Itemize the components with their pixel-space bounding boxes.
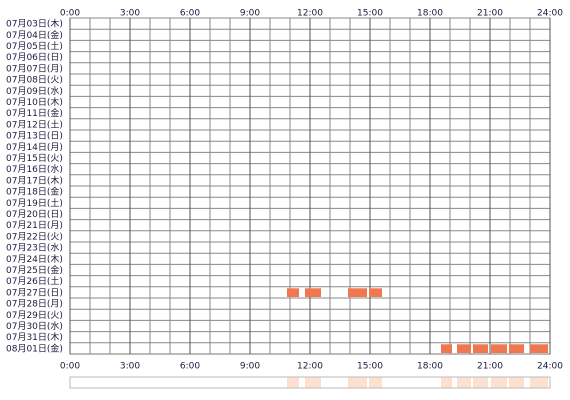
x-tick-label: 21:00 [477,9,503,19]
row-label: 07月29日(火) [6,310,63,321]
row-label: 07月13日(日) [6,131,63,142]
row-label: 07月26日(土) [6,275,63,287]
x-tick-label: 0:00 [60,362,80,372]
summary-segment [491,377,507,388]
activity-segment [491,344,507,353]
row-label: 07月15日(火) [6,153,63,164]
row-label: 07月21日(月) [6,220,63,231]
activity-segment [287,288,299,297]
x-tick-label: 24:00 [537,9,563,19]
row-label: 07月03日(木) [6,18,63,30]
x-tick-label: 3:00 [120,362,140,372]
row-label: 07月17日(木) [6,174,63,186]
x-tick-label: 18:00 [417,362,443,372]
activity-segment [457,344,471,353]
summary-segment [509,377,524,388]
x-tick-label: 12:00 [297,9,323,19]
row-label: 07月30日(水) [6,320,63,332]
row-label: 07月11日(金) [6,107,63,119]
summary-segment [530,377,548,388]
row-label: 07月04日(金) [6,29,63,41]
x-tick-label: 15:00 [357,362,383,372]
x-tick-label: 9:00 [240,9,260,19]
summary-segment [473,377,488,388]
row-label: 07月14日(月) [6,142,63,153]
x-tick-label: 9:00 [240,362,260,372]
x-tick-label: 15:00 [357,9,383,19]
x-tick-label: 18:00 [417,9,443,19]
summary-segment [369,377,382,388]
activity-segment [509,344,524,353]
row-label: 07月24日(木) [6,253,63,265]
row-label: 07月19日(土) [6,197,63,209]
activity-segment [369,288,382,297]
row-label: 07月05日(土) [6,40,63,52]
row-label: 07月08日(火) [6,75,63,86]
row-label: 07月06日(日) [6,52,63,63]
row-label: 07月07日(月) [6,63,63,74]
activity-segment [348,288,367,297]
row-label: 07月18日(金) [6,186,63,198]
row-label: 07月12日(土) [6,118,63,130]
row-label: 07月31日(木) [6,331,63,343]
x-tick-label: 21:00 [477,362,503,372]
activity-segment [441,344,452,353]
activity-segment [305,288,321,297]
x-tick-label: 3:00 [120,9,140,19]
row-label: 07月27日(日) [6,287,63,298]
row-label: 08月01日(金) [6,342,63,354]
row-label: 07月20日(日) [6,209,63,220]
x-tick-label: 24:00 [537,362,563,372]
summary-segment [287,377,299,388]
summary-segment [457,377,471,388]
x-tick-label: 6:00 [180,362,200,372]
summary-segment [305,377,321,388]
x-tick-label: 6:00 [180,9,200,19]
row-label: 07月10日(木) [6,96,63,108]
activity-segment [530,344,548,353]
summary-segment [441,377,452,388]
row-label: 07月22日(火) [6,231,63,242]
row-label: 07月16日(水) [6,163,63,175]
row-label: 07月09日(水) [6,85,63,97]
activity-segment [473,344,488,353]
x-tick-label: 0:00 [60,9,80,19]
row-label: 07月25日(金) [6,264,63,276]
summary-segment [348,377,367,388]
row-label: 07月28日(月) [6,299,63,310]
row-label: 07月23日(水) [6,242,63,254]
x-tick-label: 12:00 [297,362,323,372]
